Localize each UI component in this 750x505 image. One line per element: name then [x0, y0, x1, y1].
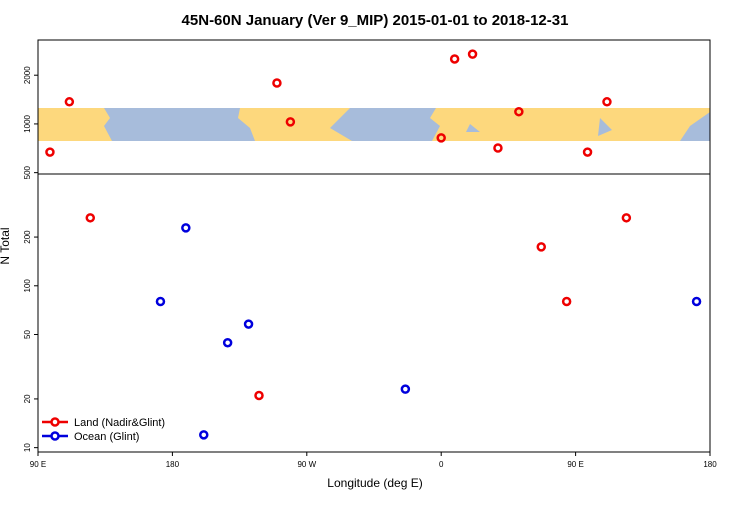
point — [222, 337, 233, 348]
y-tick-label: 500 — [23, 165, 32, 179]
point — [181, 223, 191, 233]
point — [582, 147, 593, 157]
x-tick-label: 180 — [166, 460, 180, 469]
point — [436, 133, 446, 143]
y-tick-label: 200 — [23, 230, 32, 244]
legend-marker — [50, 417, 60, 427]
x-tick-label: 90 E — [567, 460, 583, 469]
point — [691, 296, 702, 307]
legend-label: Land (Nadir&Glint) — [74, 417, 165, 429]
chart-title: 45N-60N January (Ver 9_MIP) 2015-01-01 t… — [182, 12, 569, 29]
point — [493, 143, 503, 153]
point — [272, 78, 282, 88]
x-tick-label: 90 E — [30, 460, 46, 469]
plot-frame — [37, 39, 711, 453]
legend-label: Ocean (Glint) — [74, 431, 139, 443]
point — [45, 147, 55, 157]
point — [243, 319, 254, 329]
y-tick-label: 10 — [23, 443, 32, 452]
point — [285, 117, 296, 127]
point — [64, 97, 75, 107]
y-tick-label: 100 — [23, 279, 32, 293]
legend-marker — [50, 431, 60, 441]
map-strip — [38, 108, 710, 141]
point — [514, 106, 524, 117]
point — [254, 390, 264, 401]
y-tick-label: 2000 — [23, 66, 32, 84]
y-tick-label: 20 — [23, 394, 32, 403]
point — [561, 296, 572, 307]
point — [602, 97, 612, 107]
x-tick-label: 180 — [703, 460, 717, 469]
point — [155, 296, 166, 307]
point — [199, 430, 209, 440]
y-tick-label: 1000 — [23, 114, 32, 132]
x-tick-label: 0 — [439, 460, 444, 469]
point — [536, 242, 547, 252]
y-tick-label: 50 — [23, 330, 32, 339]
y-axis-label: N Total — [0, 227, 12, 264]
point — [85, 213, 96, 223]
point — [449, 54, 460, 64]
point — [621, 213, 632, 223]
point — [467, 49, 478, 59]
point — [400, 384, 411, 394]
x-tick-label: 90 W — [297, 460, 316, 469]
x-axis-label: Longitude (deg E) — [327, 476, 422, 490]
